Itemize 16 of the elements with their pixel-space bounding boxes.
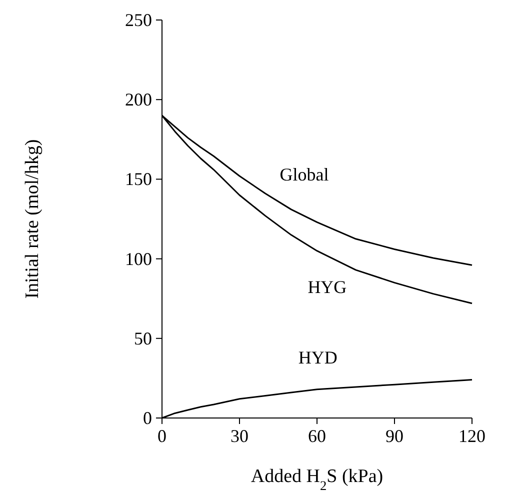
x-tick-label: 0 <box>158 426 166 446</box>
y-tick-label: 150 <box>125 169 152 190</box>
y-tick-label: 200 <box>125 90 152 110</box>
series-label: HYD <box>298 348 338 368</box>
y-tick-label: 250 <box>125 10 152 30</box>
y-tick-label: 50 <box>134 328 152 348</box>
x-axis-title: Added H$_{2}$S (kPa) <box>250 466 384 492</box>
series-label: HYG <box>308 277 347 298</box>
y-tick-label: 0 <box>143 408 152 428</box>
x-tick-label: 30 <box>230 426 248 446</box>
x-tick-label: 60 <box>308 426 326 446</box>
x-tick-label: 90 <box>386 426 404 446</box>
x-tick-label: 120 <box>458 426 486 446</box>
y-axis-title: Initial rate (mol/hkg) <box>22 139 43 299</box>
series-label: Global <box>280 164 329 184</box>
y-tick-label: 100 <box>125 248 152 269</box>
